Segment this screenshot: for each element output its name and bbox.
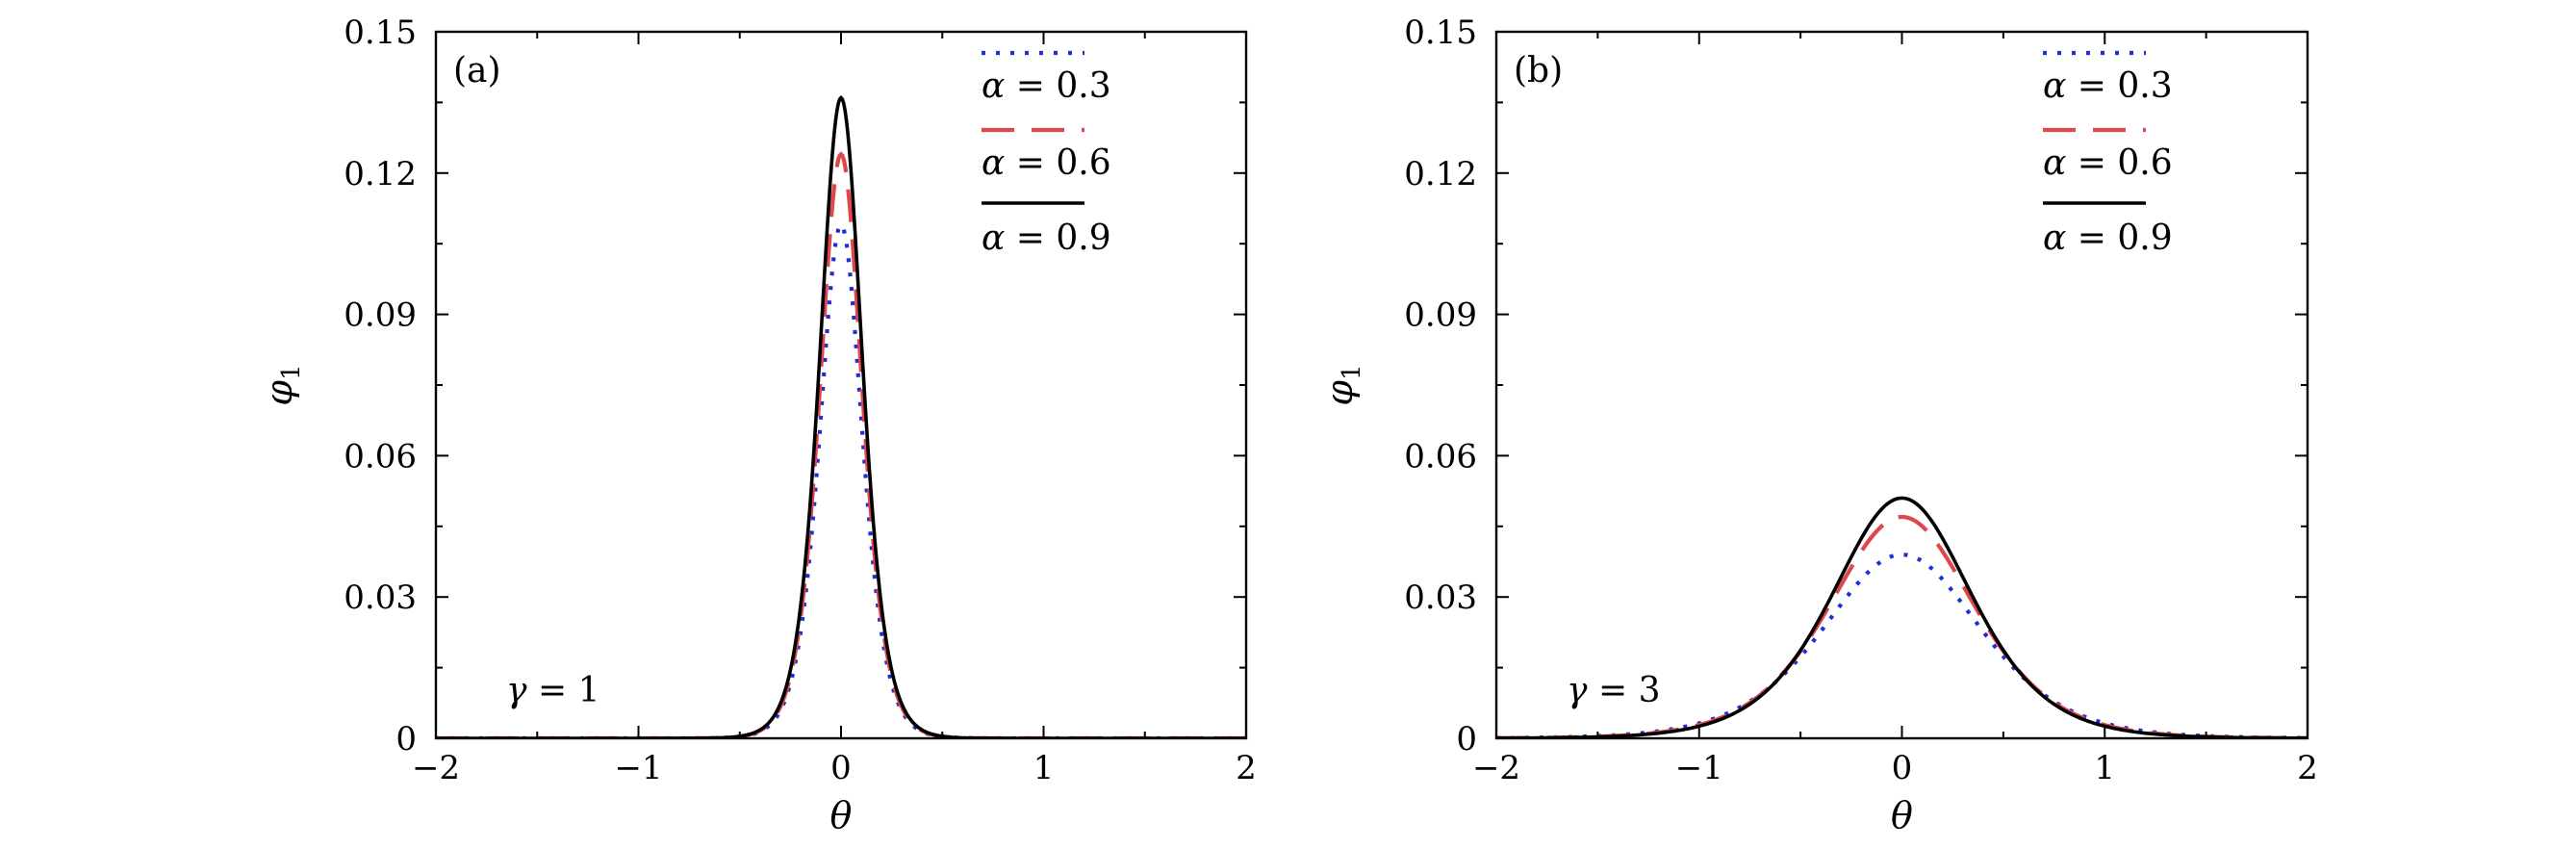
- plot-frame: [434, 30, 1248, 740]
- y-tick-label: 0.12: [344, 155, 417, 193]
- x-tick-label: −2: [412, 749, 460, 787]
- plot-frame: [1494, 30, 2309, 740]
- y-axis-subscript: 1: [277, 364, 306, 380]
- legend-symbol: α: [2043, 66, 2066, 106]
- x-tick-label: −1: [1675, 749, 1723, 787]
- x-tick-label: 2: [2297, 749, 2318, 787]
- y-axis-title-main: φ1: [1318, 364, 1366, 405]
- legend-symbol: α: [982, 66, 1005, 106]
- panel-label: (a): [453, 51, 501, 90]
- legend: α = 0.3α = 0.6α = 0.9: [982, 50, 1111, 258]
- y-tick-label: 0: [1456, 720, 1477, 759]
- legend-label-3: α = 0.9: [982, 219, 1111, 258]
- gamma-annotation: γ = 3: [1567, 671, 1660, 710]
- legend-symbol: α: [2043, 143, 2066, 183]
- x-tick-label: −1: [614, 749, 662, 787]
- series-line-1: [1496, 553, 2308, 738]
- y-tick-label: 0: [395, 720, 417, 759]
- y-tick-label: 0.03: [344, 579, 417, 617]
- legend-label-2: α = 0.6: [982, 143, 1111, 183]
- legend: α = 0.3α = 0.6α = 0.9: [2043, 50, 2173, 258]
- y-tick-label: 0.06: [344, 437, 417, 476]
- legend-label-1: α = 0.3: [982, 66, 1111, 106]
- gamma-annotation: γ = 1: [506, 671, 599, 710]
- x-tick-label: −2: [1472, 749, 1520, 787]
- legend-value: = 0.6: [1005, 143, 1110, 183]
- legend-value: = 0.6: [2066, 143, 2172, 183]
- y-axis-title-main: φ1: [258, 364, 306, 405]
- x-tick-label: 0: [1892, 749, 1913, 787]
- y-tick-label: 0.03: [1404, 579, 1477, 617]
- legend-symbol: α: [982, 219, 1005, 258]
- legend-value: = 0.3: [2066, 66, 2172, 106]
- x-axis-title: θ: [1891, 794, 1913, 836]
- series-line-1: [436, 221, 1246, 738]
- legend-value: = 0.9: [1005, 219, 1110, 258]
- gamma-value: = 3: [1588, 671, 1661, 710]
- series-line-2: [436, 151, 1246, 738]
- x-tick-label: 1: [1033, 749, 1055, 787]
- gamma-symbol: γ: [1567, 671, 1588, 710]
- series-line-3: [1496, 496, 2308, 738]
- y-tick-label: 0.09: [1404, 296, 1477, 335]
- gamma-symbol: γ: [506, 671, 527, 710]
- y-axis-symbol: φ: [258, 380, 300, 406]
- y-tick-label: 0.15: [1404, 13, 1477, 52]
- legend-value: = 0.9: [2066, 219, 2172, 258]
- legend-label-3: α = 0.9: [2043, 219, 2173, 258]
- legend-value: = 0.3: [1005, 66, 1110, 106]
- y-tick-label: 0.06: [1404, 437, 1477, 476]
- y-tick-label: 0.15: [344, 13, 417, 52]
- legend-symbol: α: [2043, 219, 2066, 258]
- legend-label-2: α = 0.6: [2043, 143, 2173, 183]
- y-tick-label: 0.12: [1404, 155, 1477, 193]
- y-axis-title: φ1: [258, 364, 306, 405]
- x-axis-title: θ: [830, 794, 853, 836]
- legend-symbol: α: [982, 143, 1005, 183]
- x-tick-label: 1: [2094, 749, 2115, 787]
- legend-label-1: α = 0.3: [2043, 66, 2173, 106]
- panel-label: (b): [1514, 51, 1563, 90]
- y-tick-label: 0.09: [344, 296, 417, 335]
- series-line-3: [436, 94, 1246, 738]
- y-axis-symbol: φ: [1318, 380, 1361, 406]
- x-tick-label: 2: [1236, 749, 1257, 787]
- x-tick-label: 0: [830, 749, 852, 787]
- y-axis-subscript: 1: [1338, 364, 1366, 380]
- y-axis-title: φ1: [1318, 364, 1366, 405]
- gamma-value: = 1: [527, 671, 600, 710]
